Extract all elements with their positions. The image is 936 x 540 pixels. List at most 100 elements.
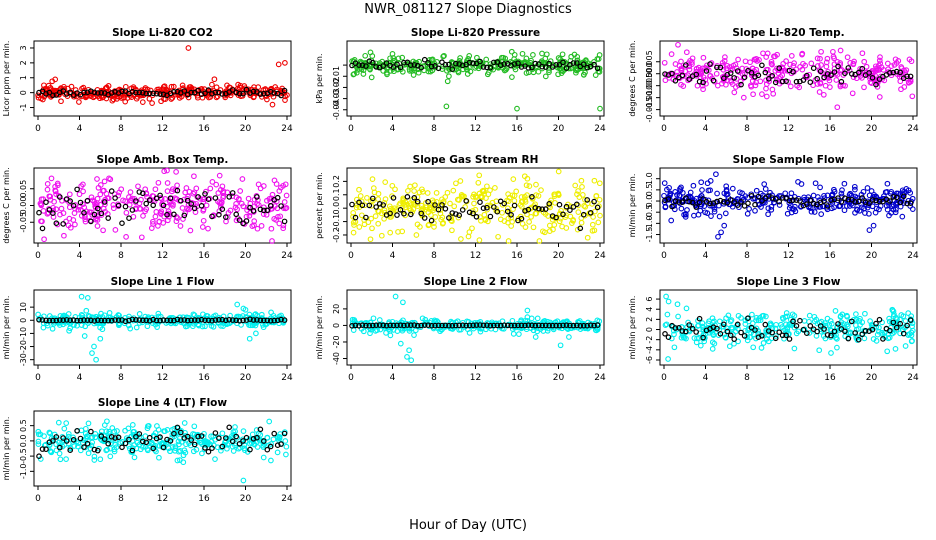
- data-point: [733, 76, 740, 82]
- mean-point: [560, 211, 566, 218]
- data-point: [152, 186, 159, 193]
- data-point: [254, 225, 261, 232]
- mean-point: [212, 195, 219, 201]
- data-point: [664, 186, 670, 193]
- data-point: [181, 420, 188, 426]
- mean-point: [219, 91, 226, 97]
- data-point: [838, 67, 845, 73]
- x-tick-label: 4: [703, 373, 709, 383]
- outlier-point: [524, 307, 531, 314]
- mean-point: [762, 321, 769, 328]
- x-tick-label: 24: [281, 251, 293, 261]
- outlier-point: [557, 342, 564, 349]
- y-axis-label: ml/min per min.: [315, 296, 324, 360]
- mean-point: [129, 207, 136, 213]
- mean-point: [67, 198, 74, 204]
- mean-point: [50, 92, 56, 99]
- data-point: [389, 182, 396, 189]
- data-point: [813, 333, 820, 339]
- data-point: [589, 221, 596, 228]
- data-point: [123, 234, 129, 240]
- mean-point: [745, 200, 751, 207]
- data-point: [212, 456, 218, 462]
- mean-point: [46, 317, 53, 324]
- data-point: [245, 195, 252, 202]
- mean-point: [243, 86, 250, 93]
- data-point: [729, 185, 736, 192]
- outlier-point: [97, 335, 104, 342]
- y-tick-label: 0.05: [19, 180, 28, 198]
- mean-point: [452, 60, 459, 67]
- y-tick-label: 0: [19, 90, 28, 95]
- data-point: [731, 89, 738, 96]
- data-point: [806, 312, 813, 319]
- mean-point: [101, 199, 108, 205]
- data-point: [200, 217, 207, 224]
- data-point: [200, 207, 207, 214]
- mean-point: [394, 212, 400, 218]
- x-tick-label: 16: [198, 124, 210, 134]
- data-point: [459, 193, 466, 199]
- x-tick-label: 4: [390, 124, 396, 134]
- chart-title: Slope Li-820 Pressure: [411, 27, 540, 39]
- data-point: [748, 72, 755, 79]
- mean-point: [435, 206, 442, 213]
- data-point: [384, 71, 390, 78]
- data-point: [255, 181, 262, 188]
- y-tick-label: -10: [19, 327, 28, 340]
- data-point: [818, 211, 825, 217]
- data-point: [523, 70, 530, 76]
- x-tick-label: 16: [824, 124, 836, 134]
- mean-point: [174, 187, 181, 194]
- data-point: [260, 324, 267, 331]
- outlier-point: [185, 45, 192, 51]
- x-tick-label: 24: [594, 251, 606, 261]
- data-point: [481, 188, 487, 195]
- mean-point: [459, 62, 466, 69]
- data-point: [426, 221, 432, 228]
- x-tick-label: 0: [348, 251, 354, 261]
- data-point: [375, 220, 382, 227]
- y-tick-label: 6: [645, 297, 654, 302]
- mean-point: [140, 190, 146, 197]
- data-point: [854, 207, 861, 213]
- mean-point: [803, 72, 810, 79]
- y-tick-label: -0.5: [645, 204, 654, 220]
- mean-point: [60, 88, 67, 94]
- outlier-point: [713, 171, 719, 178]
- mean-point: [738, 199, 744, 205]
- mean-point: [209, 317, 215, 324]
- x-tick-label: 12: [470, 373, 481, 383]
- mean-point: [122, 203, 129, 210]
- data-point: [797, 64, 803, 70]
- mean-point: [359, 62, 366, 68]
- outlier-point: [66, 327, 72, 334]
- mean-point: [278, 203, 284, 209]
- mean-point: [401, 59, 407, 66]
- data-point: [765, 211, 771, 218]
- chart-title: Slope Gas Stream RH: [413, 154, 539, 166]
- outlier-point: [597, 105, 603, 112]
- data-point: [199, 224, 206, 230]
- y-tick-label: -20: [332, 335, 341, 348]
- data-point: [591, 177, 598, 184]
- data-point: [170, 83, 177, 90]
- mean-point: [904, 73, 910, 80]
- data-point: [416, 189, 423, 196]
- data-point: [191, 173, 197, 180]
- data-point: [365, 219, 372, 226]
- mean-point: [525, 206, 532, 213]
- data-point: [534, 315, 541, 322]
- mean-point: [74, 186, 80, 193]
- data-point: [136, 311, 143, 317]
- y-tick-label: -0.010: [645, 85, 654, 111]
- data-point: [252, 311, 258, 318]
- mean-point: [765, 76, 772, 82]
- mean-point: [81, 210, 87, 216]
- data-point: [161, 168, 168, 175]
- mean-point: [212, 317, 219, 323]
- data-point: [169, 188, 175, 195]
- mean-point: [202, 191, 208, 197]
- x-tick-label: 20: [866, 124, 878, 134]
- mean-point: [136, 317, 143, 323]
